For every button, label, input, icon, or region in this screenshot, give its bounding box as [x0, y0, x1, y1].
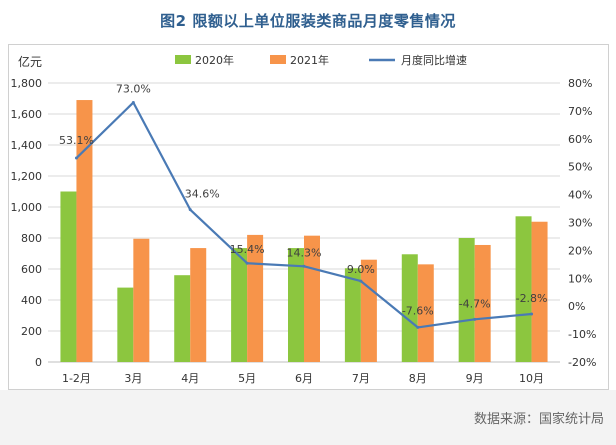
- y-left-tick-label: 1,800: [11, 77, 43, 90]
- growth-point: [302, 264, 306, 268]
- legend-swatch-2020: [175, 55, 191, 64]
- y-right-tick-label: -20%: [568, 356, 596, 369]
- y-left-tick-label: 800: [21, 232, 42, 245]
- x-tick-label: 3月: [124, 372, 142, 385]
- y-right-tick-label: 30%: [568, 217, 592, 230]
- bar-2020: [288, 248, 304, 362]
- y-right-tick-label: 60%: [568, 133, 592, 146]
- y-right-tick-label: 10%: [568, 272, 592, 285]
- x-tick-label: 5月: [238, 372, 256, 385]
- x-tick-label: 6月: [295, 372, 313, 385]
- y-left-tick-label: 600: [21, 263, 42, 276]
- bar-2021: [474, 244, 491, 362]
- x-tick-label: 1-2月: [62, 372, 91, 385]
- bar-2020: [60, 191, 77, 362]
- y-left-tick-label: 1,000: [11, 201, 43, 214]
- bar-2020: [401, 254, 418, 362]
- growth-data-label: 9.0%: [347, 263, 375, 276]
- growth-point: [74, 156, 78, 160]
- bar-2021: [417, 264, 434, 362]
- y-right-tick-label: 20%: [568, 244, 592, 257]
- legend-label: 月度同比增速: [401, 53, 467, 67]
- bar-2021: [190, 248, 207, 362]
- growth-data-label: -2.8%: [516, 292, 548, 305]
- growth-data-label: 53.1%: [59, 134, 94, 147]
- footer-band: [0, 390, 616, 445]
- growth-point: [416, 325, 420, 329]
- source-note: 数据来源：国家统计局: [473, 412, 604, 427]
- growth-data-label: -7.6%: [402, 304, 434, 317]
- growth-data-label: 73.0%: [116, 83, 151, 96]
- growth-data-label: -4.7%: [459, 297, 491, 310]
- y-left-tick-label: 400: [21, 294, 42, 307]
- growth-data-label: 15.4%: [230, 243, 265, 256]
- bar-2020: [174, 275, 191, 362]
- legend-label: 2021年: [290, 53, 329, 67]
- growth-point: [188, 208, 192, 212]
- x-tick-label: 10月: [519, 372, 544, 385]
- x-tick-label: 7月: [352, 372, 370, 385]
- y-right-tick-label: 0%: [568, 300, 585, 313]
- y-left-tick-label: 1,200: [11, 170, 43, 183]
- y-left-tick-label: 1,600: [11, 108, 43, 121]
- y-right-tick-label: 80%: [568, 77, 592, 90]
- y-right-tick-label: -10%: [568, 328, 596, 341]
- bar-2020: [515, 216, 532, 362]
- bar-2020: [458, 238, 475, 362]
- y-left-tick-label: 0: [35, 356, 42, 369]
- y-right-tick-label: 50%: [568, 161, 592, 174]
- x-tick-label: 8月: [409, 372, 427, 385]
- y-left-tick-label: 200: [21, 325, 42, 338]
- bar-2021: [76, 100, 93, 363]
- bar-2021: [531, 221, 548, 362]
- growth-data-label: 14.3%: [287, 246, 322, 259]
- y-right-tick-label: 40%: [568, 189, 592, 202]
- x-tick-label: 9月: [466, 372, 484, 385]
- growth-point: [530, 312, 534, 316]
- y-right-tick-label: 70%: [568, 105, 592, 118]
- growth-point: [131, 101, 135, 105]
- y-left-tick-label: 1,400: [11, 139, 43, 152]
- chart-title: 图2 限额以上单位服装类商品月度零售情况: [160, 12, 456, 30]
- bar-2020: [117, 287, 134, 362]
- legend-label: 2020年: [195, 53, 234, 67]
- bar-2020: [344, 268, 361, 362]
- bar-2021: [247, 234, 264, 362]
- y-left-unit-label: 亿元: [18, 54, 42, 69]
- bar-2020: [231, 248, 248, 362]
- growth-point: [473, 317, 477, 321]
- legend-swatch-2021: [270, 55, 286, 64]
- bar-2021: [133, 238, 150, 362]
- growth-point: [359, 279, 363, 283]
- growth-data-label: 34.6%: [185, 188, 220, 201]
- growth-point: [245, 261, 249, 265]
- x-tick-label: 4月: [181, 372, 199, 385]
